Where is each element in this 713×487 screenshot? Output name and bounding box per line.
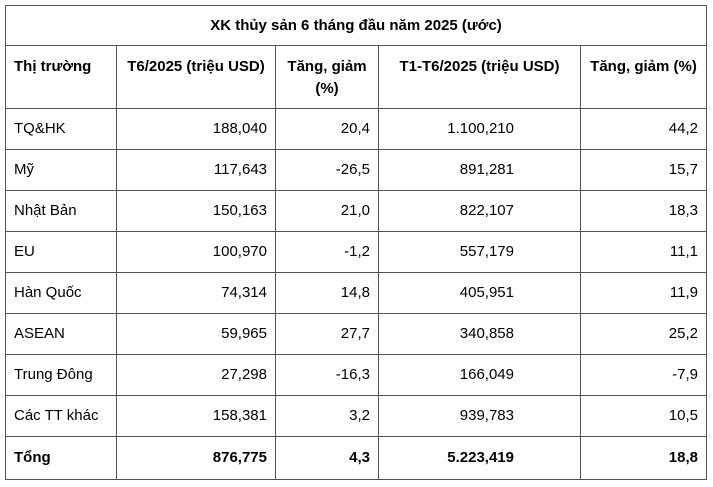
cell-ytd-change: 15,7 [580,149,707,191]
header-ytd-change: Tăng, giảm (%) [580,45,707,109]
table-row: EU 100,970 -1,2 557,179 11,1 [5,231,707,273]
table-row: Trung Đông 27,298 -16,3 166,049 -7,9 [5,354,707,396]
cell-ytd-value: 557,179 [378,231,581,273]
total-ytd-change: 18,8 [580,436,707,480]
cell-ytd-change: 18,3 [580,190,707,232]
cell-market: TQ&HK [5,108,117,150]
total-label: Tổng [5,436,117,480]
table-row: ASEAN 59,965 27,7 340,858 25,2 [5,313,707,355]
cell-t6-change: -16,3 [275,354,379,396]
cell-t6-value: 188,040 [116,108,276,150]
total-t6-change: 4,3 [275,436,379,480]
cell-t6-change: 14,8 [275,272,379,314]
export-table-container: XK thủy sản 6 tháng đầu năm 2025 (ước) T… [5,5,707,480]
cell-t6-change: 20,4 [275,108,379,150]
table-row: Các TT khác 158,381 3,2 939,783 10,5 [5,395,707,437]
header-t6-value: T6/2025 (triệu USD) [116,45,276,109]
header-market: Thị trường [5,45,117,109]
cell-ytd-change: 10,5 [580,395,707,437]
cell-market: Nhật Bản [5,190,117,232]
cell-ytd-change: 25,2 [580,313,707,355]
total-t6-value: 876,775 [116,436,276,480]
cell-ytd-value: 166,049 [378,354,581,396]
table-row: TQ&HK 188,040 20,4 1.100,210 44,2 [5,108,707,150]
table-row: Nhật Bản 150,163 21,0 822,107 18,3 [5,190,707,232]
cell-market: Hàn Quốc [5,272,117,314]
cell-market: EU [5,231,117,273]
cell-ytd-value: 405,951 [378,272,581,314]
cell-t6-value: 74,314 [116,272,276,314]
seafood-export-table: XK thủy sản 6 tháng đầu năm 2025 (ước) T… [5,5,707,480]
cell-t6-value: 59,965 [116,313,276,355]
cell-ytd-change: 11,1 [580,231,707,273]
cell-t6-change: 21,0 [275,190,379,232]
cell-ytd-value: 1.100,210 [378,108,581,150]
cell-t6-value: 158,381 [116,395,276,437]
header-t6-change: Tăng, giảm (%) [275,45,379,109]
header-ytd-value: T1-T6/2025 (triệu USD) [378,45,581,109]
table-total-row: Tổng 876,775 4,3 5.223,419 18,8 [5,436,707,480]
table-title-row: XK thủy sản 6 tháng đầu năm 2025 (ước) [5,5,707,46]
cell-t6-change: -1,2 [275,231,379,273]
cell-t6-change: -26,5 [275,149,379,191]
cell-market: ASEAN [5,313,117,355]
cell-ytd-value: 939,783 [378,395,581,437]
cell-t6-value: 117,643 [116,149,276,191]
cell-ytd-change: 44,2 [580,108,707,150]
cell-ytd-value: 891,281 [378,149,581,191]
table-title: XK thủy sản 6 tháng đầu năm 2025 (ước) [5,5,707,46]
cell-t6-value: 100,970 [116,231,276,273]
cell-market: Trung Đông [5,354,117,396]
cell-ytd-change: -7,9 [580,354,707,396]
cell-ytd-value: 822,107 [378,190,581,232]
cell-t6-value: 150,163 [116,190,276,232]
table-row: Mỹ 117,643 -26,5 891,281 15,7 [5,149,707,191]
cell-t6-change: 27,7 [275,313,379,355]
total-ytd-value: 5.223,419 [378,436,581,480]
cell-t6-change: 3,2 [275,395,379,437]
cell-t6-value: 27,298 [116,354,276,396]
cell-market: Các TT khác [5,395,117,437]
cell-ytd-change: 11,9 [580,272,707,314]
table-row: Hàn Quốc 74,314 14,8 405,951 11,9 [5,272,707,314]
cell-ytd-value: 340,858 [378,313,581,355]
table-header-row: Thị trường T6/2025 (triệu USD) Tăng, giả… [5,45,707,109]
cell-market: Mỹ [5,149,117,191]
